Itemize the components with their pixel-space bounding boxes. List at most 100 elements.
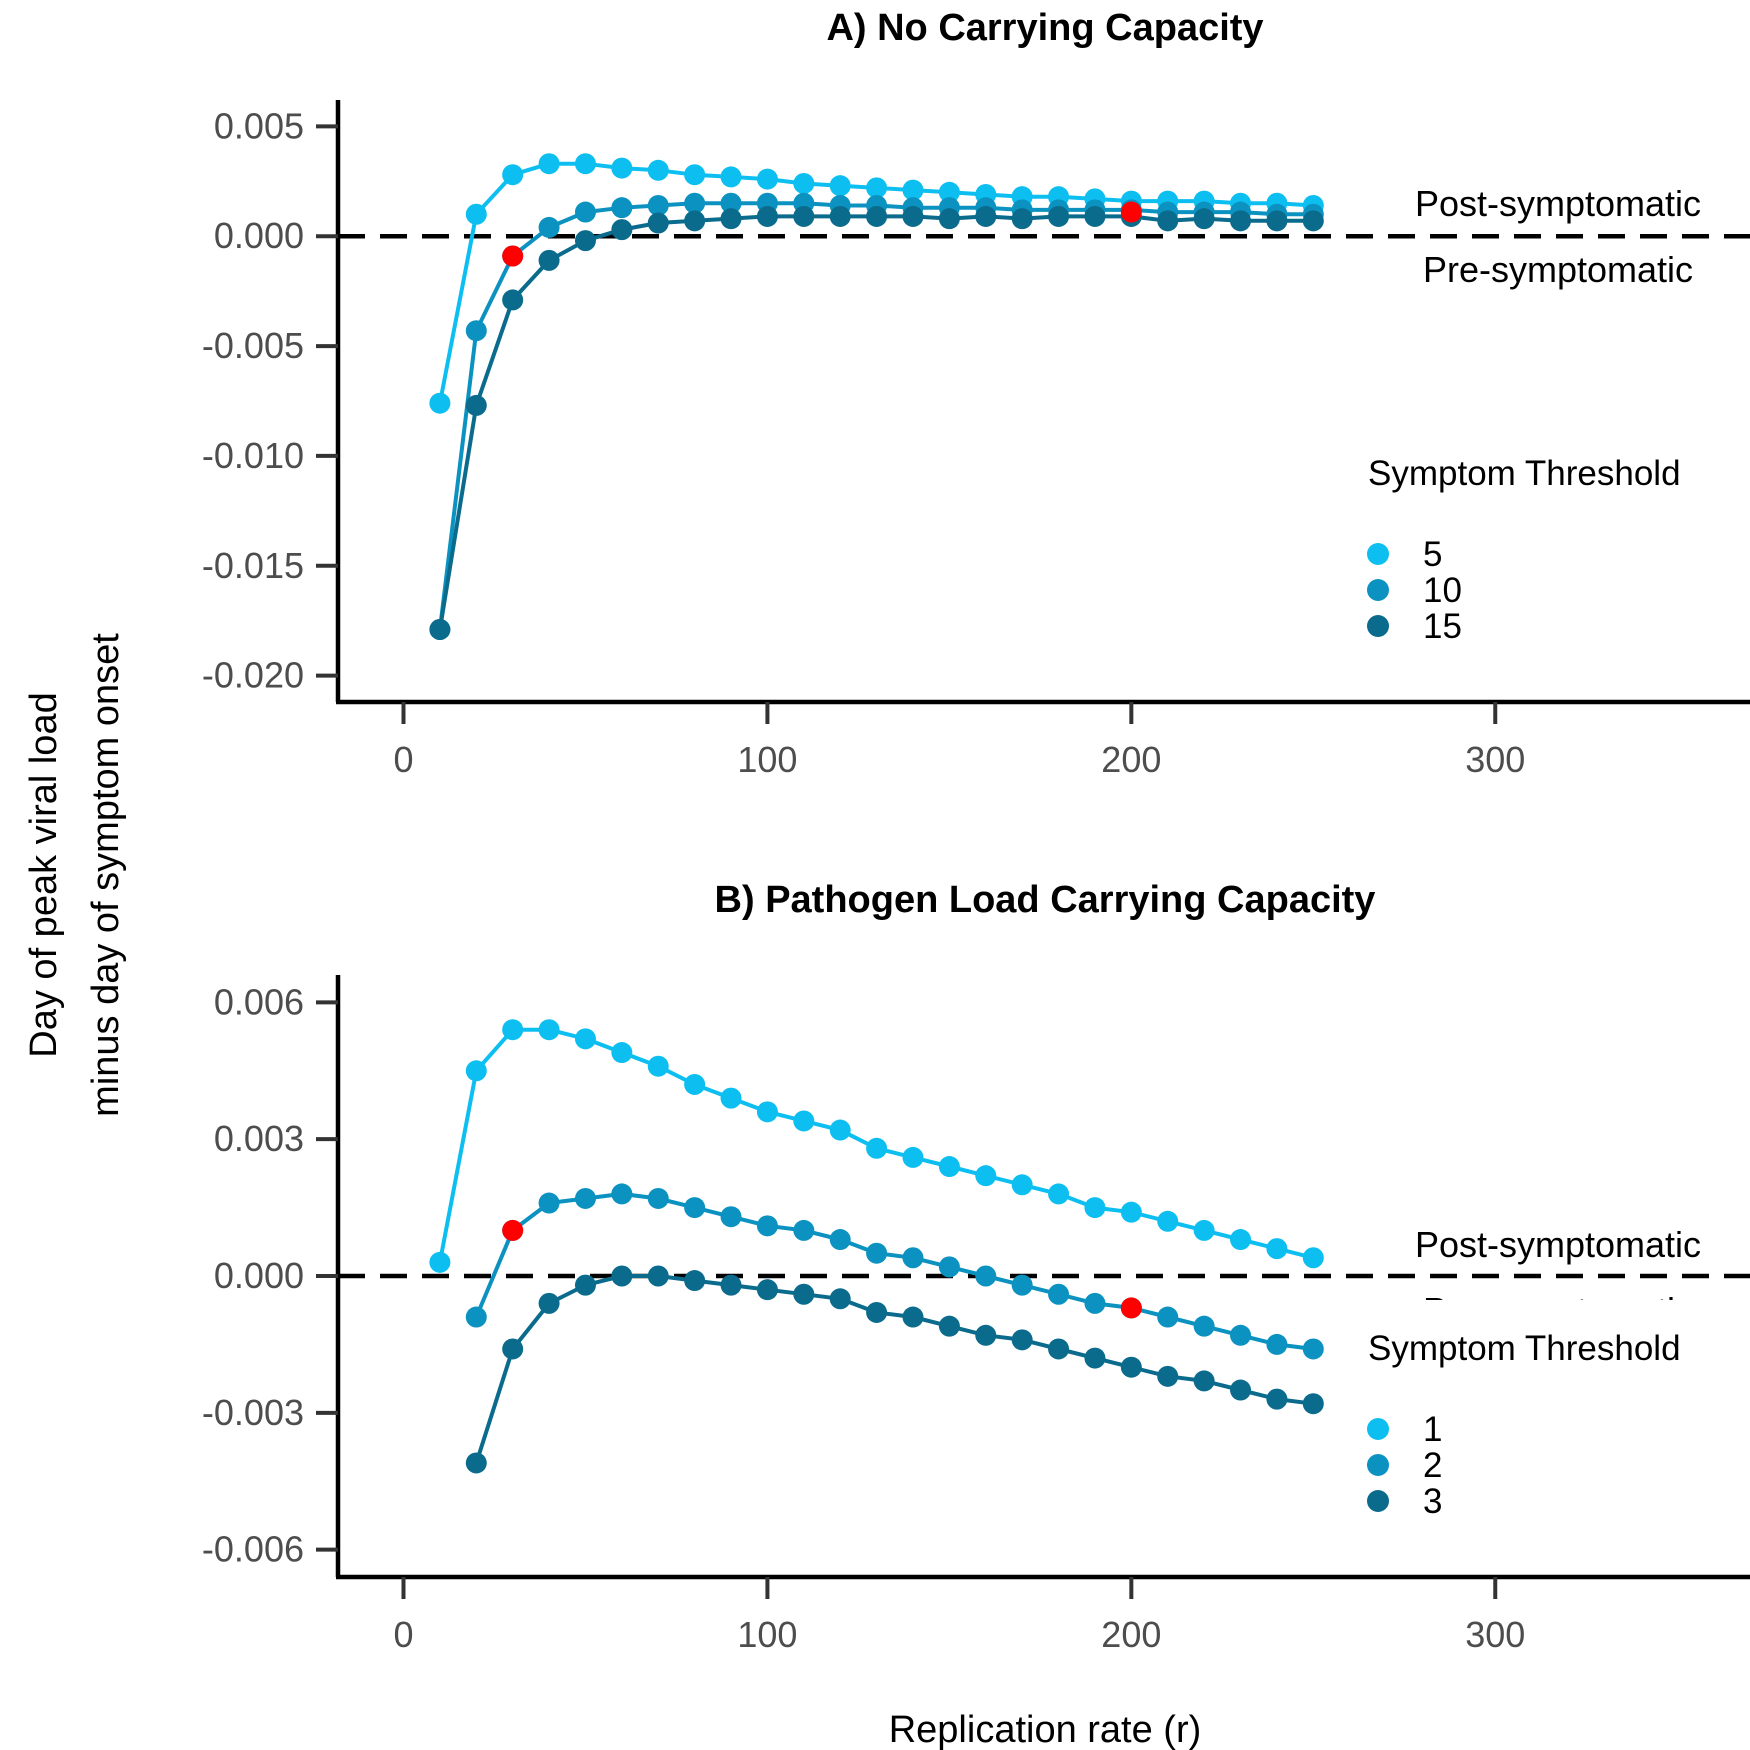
data-point [465,1306,487,1328]
legend-label: 5 [1423,535,1442,574]
annotation-pre-symptomatic: Pre-symptomatic [1423,249,1693,290]
data-point [975,1265,997,1287]
legend-marker [1367,615,1389,637]
data-point [756,1215,778,1237]
data-point [902,1306,924,1328]
data-point [756,168,778,190]
x-tick-label: 0 [393,1614,413,1655]
data-point [829,1229,851,1251]
x-tick-label: 200 [1101,739,1161,780]
y-tick-label: 0.005 [214,105,304,146]
data-point [938,1156,960,1178]
data-point [1120,1201,1142,1223]
data-point [465,1060,487,1082]
data-point [1266,1333,1288,1355]
data-point [902,179,924,201]
data-point [611,1183,633,1205]
legend-marker [1367,579,1389,601]
data-point [1302,1338,1324,1360]
series-line-2 [474,1191,1314,1351]
legend-label: 3 [1423,1482,1442,1521]
data-point [1048,1338,1070,1360]
data-point [829,1288,851,1310]
data-point [647,194,669,216]
data-point [793,172,815,194]
data-point [720,166,742,188]
data-point [1230,1379,1252,1401]
y-tick-label: 0.003 [214,1118,304,1159]
highlight-point [1120,201,1142,223]
x-tick-label: 300 [1465,739,1525,780]
data-point [720,1274,742,1296]
data-point [1048,1283,1070,1305]
data-point [1084,205,1106,227]
data-point [684,210,706,232]
data-point [502,1019,524,1041]
data-point [866,177,888,199]
data-point [502,1338,524,1360]
data-point [938,1315,960,1337]
y-axis-label-line1: Day of peak viral load [23,692,65,1057]
data-point [866,205,888,227]
legend-marker [1367,1454,1389,1476]
data-point [938,1256,960,1278]
data-point [902,1247,924,1269]
annotation-pre-symptomatic: Pre-symptomatic [1423,1290,1693,1331]
data-point [574,201,596,223]
data-point [611,1265,633,1287]
data-point [465,320,487,342]
data-point [1048,205,1070,227]
data-point [429,392,451,414]
data-point [684,1073,706,1095]
data-point [902,205,924,227]
legend: Symptom Threshold 123 [1367,1329,1681,1521]
data-point [1011,1274,1033,1296]
data-point [1266,1388,1288,1410]
data-point [829,175,851,197]
data-point [1302,1247,1324,1269]
legend-marker [1367,1418,1389,1440]
data-point [574,230,596,252]
data-point [538,153,560,175]
data-point [1157,210,1179,232]
data-point [538,1192,560,1214]
x-tick-label: 100 [737,1614,797,1655]
data-point [611,157,633,179]
data-point [793,1219,815,1241]
data-point [1157,1306,1179,1328]
data-point [793,205,815,227]
data-point [1193,1370,1215,1392]
highlight-point [1120,1297,1142,1319]
data-point [538,249,560,271]
series-line-10 [437,201,1314,630]
data-point [1193,1315,1215,1337]
highlight-point [502,245,524,267]
panel-a: A) No Carrying Capacity Post-symptomatic P… [202,7,1750,780]
y-tick-label: 0.000 [214,215,304,256]
data-point [866,1242,888,1264]
data-point [1230,1324,1252,1346]
legend-marker [1367,1490,1389,1512]
data-point [1230,1229,1252,1251]
annotation-post-symptomatic: Post-symptomatic [1415,183,1701,224]
data-point [647,1187,669,1209]
legend-title: Symptom Threshold [1368,1329,1681,1368]
data-point [684,164,706,186]
legend-label: 2 [1423,1446,1442,1485]
data-point [574,1274,596,1296]
data-point [975,205,997,227]
data-point [429,618,451,640]
data-point [465,203,487,225]
data-point [611,219,633,241]
data-point [1302,210,1324,232]
data-point [538,216,560,238]
data-point [502,164,524,186]
highlight-point [502,1219,524,1241]
series-line-3 [474,1274,1314,1464]
chart-title: B) Pathogen Load Carrying Capacity [715,879,1376,921]
data-point [829,1119,851,1141]
y-tick-label: 0.006 [214,981,304,1022]
legend-title: Symptom Threshold [1368,454,1681,493]
data-point [756,1101,778,1123]
data-point [1120,1356,1142,1378]
